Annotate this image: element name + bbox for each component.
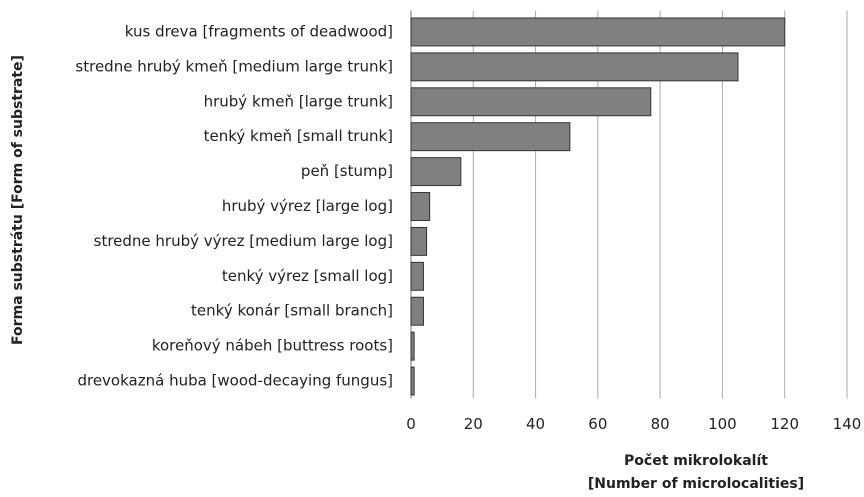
bar — [410, 331, 415, 361]
bar — [410, 157, 462, 187]
y-tick-label: koreňový nábeh [buttress roots] — [152, 337, 393, 355]
bar — [410, 87, 652, 117]
x-tick-label: 140 — [833, 415, 862, 433]
x-tick-label: 120 — [770, 415, 799, 433]
bar — [410, 52, 739, 82]
y-tick-label: kus dreva [fragments of deadwood] — [125, 22, 393, 40]
y-tick-label: stredne hrubý kmeň [medium large trunk] — [75, 57, 393, 75]
x-axis-title: [Number of microlocalities] — [588, 476, 804, 492]
y-tick-label: drevokazná huba [wood-decaying fungus] — [77, 372, 393, 390]
x-tick-label: 40 — [526, 415, 545, 433]
x-tick-label: 60 — [588, 415, 607, 433]
x-tick-label: 80 — [651, 415, 670, 433]
x-tick-label: 20 — [464, 415, 483, 433]
x-tick-label: 100 — [708, 415, 737, 433]
bar — [410, 296, 424, 326]
bar — [410, 17, 786, 47]
y-tick-label: stredne hrubý výrez [medium large log] — [94, 232, 393, 250]
y-tick-label: tenký kmeň [small trunk] — [204, 127, 393, 145]
x-axis-title: Počet mikrolokalít — [624, 453, 768, 469]
y-tick-label: tenký konár [small branch] — [191, 302, 393, 320]
y-tick-label: hrubý výrez [large log] — [222, 197, 393, 215]
bar — [410, 226, 428, 256]
y-tick-label: tenký výrez [small log] — [222, 267, 393, 285]
bar — [410, 366, 415, 396]
bar — [410, 261, 424, 291]
bar — [410, 122, 571, 152]
y-tick-label: hrubý kmeň [large trunk] — [204, 92, 393, 110]
y-tick-label: peň [stump] — [301, 162, 393, 180]
bar — [410, 192, 431, 221]
x-tick-label: 0 — [406, 415, 416, 433]
y-axis-title: Forma substrátu [Form of substrate] — [10, 55, 26, 345]
